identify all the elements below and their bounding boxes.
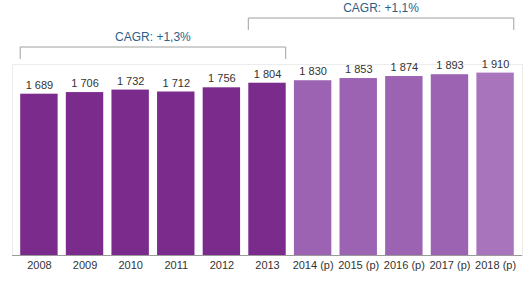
svg-text:2013: 2013 <box>255 259 279 271</box>
svg-text:2012: 2012 <box>210 259 234 271</box>
svg-text:2011: 2011 <box>164 259 188 271</box>
svg-text:1 689: 1 689 <box>26 79 54 91</box>
svg-text:2008: 2008 <box>27 259 51 271</box>
svg-text:1 712: 1 712 <box>163 77 191 89</box>
svg-text:2015 (p): 2015 (p) <box>338 259 379 271</box>
svg-text:2017 (p): 2017 (p) <box>429 259 470 271</box>
svg-text:1 804: 1 804 <box>254 68 282 80</box>
svg-text:1 732: 1 732 <box>117 75 145 87</box>
svg-text:2016 (p): 2016 (p) <box>384 259 425 271</box>
svg-text:1 706: 1 706 <box>71 77 99 89</box>
svg-text:2018 (p): 2018 (p) <box>475 259 516 271</box>
svg-text:2009: 2009 <box>73 259 97 271</box>
svg-text:1 874: 1 874 <box>391 61 419 73</box>
svg-text:1 893: 1 893 <box>436 59 464 71</box>
svg-text:1 910: 1 910 <box>482 58 510 70</box>
svg-text:1 853: 1 853 <box>345 63 373 75</box>
svg-text:1 756: 1 756 <box>208 72 236 84</box>
svg-text:2014 (p): 2014 (p) <box>293 259 334 271</box>
svg-text:2010: 2010 <box>118 259 142 271</box>
svg-text:CAGR: +1,1%: CAGR: +1,1% <box>343 1 419 15</box>
svg-text:1 830: 1 830 <box>299 65 327 77</box>
svg-text:CAGR: +1,3%: CAGR: +1,3% <box>115 30 191 44</box>
